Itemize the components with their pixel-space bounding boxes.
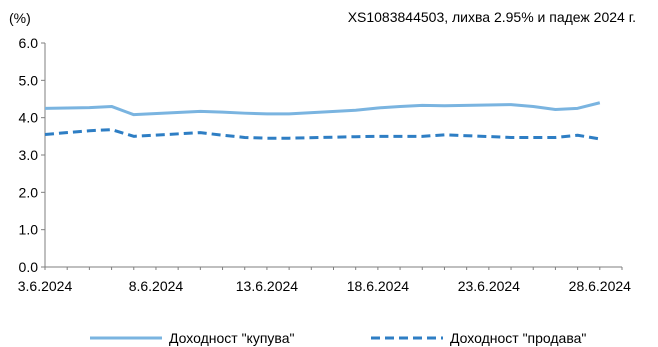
y-tick-label: 4.0 [19,110,39,126]
legend-label: Доходност "купува" [169,330,294,346]
y-tick-label: 0.0 [19,259,39,275]
legend-label: Доходност "продава" [450,330,586,346]
y-axis-unit-label: (%) [9,10,31,26]
x-tick-label: 23.6.2024 [458,278,520,294]
x-tick-label: 13.6.2024 [236,278,298,294]
x-tick-label: 3.6.2024 [18,278,73,294]
x-tick-label: 8.6.2024 [129,278,184,294]
y-tick-label: 6.0 [19,35,39,51]
series-line-buy-yield [44,101,601,117]
series-line-sell-yield [44,128,601,141]
y-tick-label: 1.0 [19,222,39,238]
chart-title: XS1083844503, лихва 2.95% и падеж 2024 г… [348,9,636,25]
x-tick-label: 28.6.2024 [569,278,631,294]
axes: 0.0 1.0 2.0 3.0 4.0 5.0 6.0 3.6.2024 8.6.2024 13.… [18,35,631,294]
series-layer [44,101,601,141]
y-tick-label: 3.0 [19,147,39,163]
y-tick-label: 2.0 [19,184,39,200]
x-tick-label: 18.6.2024 [347,278,409,294]
legend: Доходност "купува" Доходност "продава" [90,330,586,346]
y-tick-label: 5.0 [19,72,39,88]
